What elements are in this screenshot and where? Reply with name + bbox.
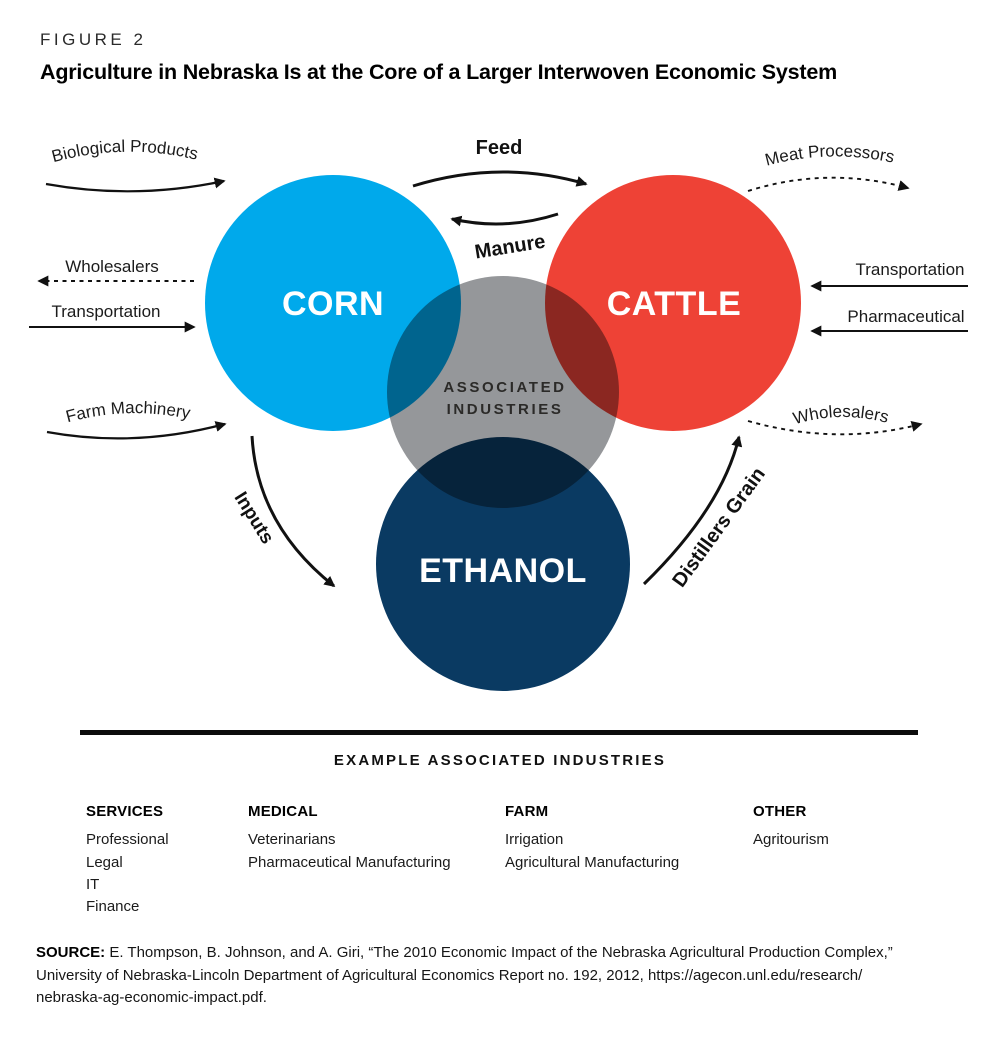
industry-item: Finance — [86, 898, 140, 916]
associated-industries-label-line1: ASSOCIATED — [443, 379, 566, 396]
corn-label: CORN — [282, 285, 384, 323]
associated-industries-circle — [387, 276, 619, 508]
industry-item: IT — [86, 875, 100, 893]
transportation-left-label: Transportation — [52, 302, 161, 321]
industries-column-other: OTHER Agritourism — [753, 801, 829, 852]
column-title: MEDICAL — [248, 803, 318, 820]
cattle-label: CATTLE — [607, 285, 742, 323]
ethanol-label: ETHANOL — [419, 552, 587, 590]
meat-processors-arrow — [747, 176, 910, 192]
transportation-right-label: Transportation — [856, 260, 965, 279]
manure-arrow — [450, 212, 559, 227]
farm-machinery-arrow — [46, 421, 227, 440]
source-line: nebraska-ag-economic-impact.pdf. — [36, 989, 267, 1006]
industry-item: Professional — [86, 831, 169, 849]
associated-industries-label-line2: INDUSTRIES — [447, 401, 564, 418]
venn-circles — [205, 175, 801, 691]
wholesalers-left-label: Wholesalers — [65, 257, 159, 276]
divider-rule — [80, 730, 918, 735]
inputs-arrow — [250, 435, 336, 588]
industry-item: Agritourism — [753, 831, 829, 849]
feed-label: Feed — [476, 137, 523, 159]
industry-item: Legal — [86, 853, 123, 871]
column-title: OTHER — [753, 803, 807, 820]
ethanol-circle — [376, 437, 630, 691]
inputs-label: Inputs — [230, 488, 278, 547]
feed-arrow — [412, 170, 588, 188]
industries-column-farm: FARM Irrigation Agricultural Manufacturi… — [505, 801, 679, 874]
distillers-grain-arrow — [642, 435, 743, 586]
industry-item: Irrigation — [505, 831, 564, 849]
industries-column-medical: MEDICAL Veterinarians Pharmaceutical Man… — [248, 801, 451, 874]
industry-item: Agricultural Manufacturing — [505, 853, 680, 871]
pharmaceutical-label: Pharmaceutical — [847, 307, 964, 326]
venn-flow-diagram: CORN CATTLE ETHANOL ASSOCIATED INDUSTRIE… — [29, 137, 968, 691]
source-label: SOURCE: — [36, 944, 106, 961]
meat-processors-label: Meat Processors — [763, 141, 896, 169]
column-title: SERVICES — [86, 803, 164, 820]
source-line: University of Nebraska-Lincoln Departmen… — [36, 966, 863, 984]
figure-title: Agriculture in Nebraska Is at the Core o… — [40, 60, 838, 84]
industries-heading: EXAMPLE ASSOCIATED INDUSTRIES — [333, 752, 667, 769]
source-text: E. Thompson, B. Johnson, and A. Giri, “T… — [105, 944, 893, 961]
wholesalers-right-label: Wholesalers — [791, 402, 891, 428]
wholesalers-right-arrow — [747, 420, 923, 436]
industry-item: Veterinarians — [248, 831, 336, 849]
farm-machinery-label: Farm Machinery — [64, 398, 193, 426]
distillers-grain-label: Distillers Grain — [668, 463, 769, 591]
biological-products-arrow — [45, 177, 226, 193]
biological-products-label: Biological Products — [50, 137, 200, 166]
industry-item: Pharmaceutical Manufacturing — [248, 853, 451, 871]
figure-label: FIGURE 2 — [40, 30, 147, 49]
manure-label: Manure — [473, 231, 547, 264]
industries-column-services: SERVICES Professional Legal IT Finance — [86, 801, 169, 918]
source-note: SOURCE: E. Thompson, B. Johnson, and A. … — [36, 942, 988, 1010]
source-line: SOURCE: E. Thompson, B. Johnson, and A. … — [36, 942, 988, 965]
column-title: FARM — [505, 803, 549, 820]
